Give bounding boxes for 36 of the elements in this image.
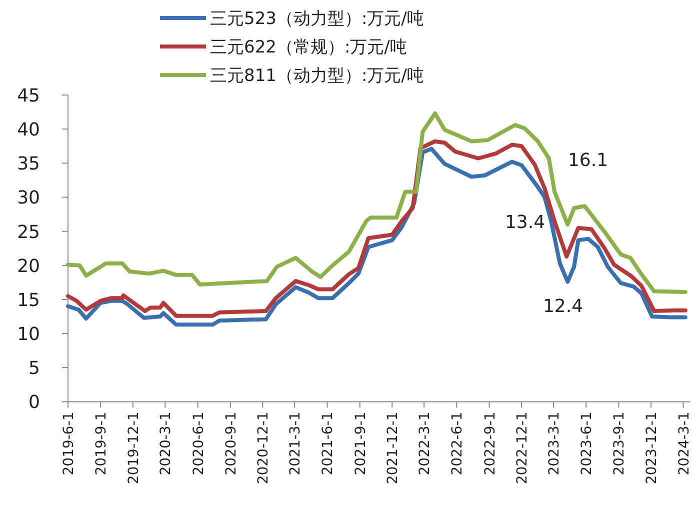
y-tick-label: 25 <box>17 222 40 243</box>
x-tick-label: 2019-9-1 <box>94 412 110 476</box>
annotation: 16.1 <box>568 150 608 171</box>
legend-label: 三元811（动力型）:万元/吨 <box>210 66 424 86</box>
x-tick-label: 2022-6-1 <box>450 412 466 476</box>
x-tick-label: 2019-6-1 <box>61 412 77 476</box>
legend-label: 三元523（动力型）:万元/吨 <box>210 9 424 29</box>
y-tick-label: 20 <box>17 256 40 277</box>
x-tick-label: 2022-12-1 <box>514 412 531 484</box>
x-tick-label: 2021-6-1 <box>320 412 336 476</box>
x-tick-label: 2021-12-1 <box>385 412 402 484</box>
y-tick-label: 15 <box>17 290 40 311</box>
legend-label: 三元622（常规）:万元/吨 <box>210 38 407 58</box>
x-tick-label: 2020-3-1 <box>158 412 174 476</box>
x-tick-label: 2023-6-1 <box>579 412 596 476</box>
annotation: 12.4 <box>542 296 584 317</box>
x-tick-label: 2019-12-1 <box>126 412 142 484</box>
y-tick-label: 0 <box>28 392 40 414</box>
y-tick-label: 5 <box>28 358 40 380</box>
y-tick-label: 30 <box>17 188 40 209</box>
x-tick-label: 2020-6-1 <box>190 412 207 476</box>
x-tick-label: 2020-12-1 <box>256 412 272 484</box>
y-tick-label: 45 <box>17 86 40 106</box>
x-tick-label: 2022-3-1 <box>417 412 434 476</box>
y-tick-label: 10 <box>17 324 40 346</box>
x-tick-label: 2024-3-1 <box>676 412 692 476</box>
x-tick-label: 2020-9-1 <box>223 412 240 476</box>
x-tick-label: 2021-9-1 <box>352 412 369 476</box>
x-tick-label: 2023-9-1 <box>612 412 628 476</box>
annotation: 13.4 <box>504 212 546 233</box>
y-tick-label: 40 <box>17 120 40 141</box>
x-tick-label: 2022-9-1 <box>482 412 498 476</box>
x-tick-label: 2023-12-1 <box>644 412 660 484</box>
x-tick-label: 2021-3-1 <box>288 412 304 476</box>
x-tick-label: 2023-3-1 <box>546 412 562 476</box>
y-tick-label: 35 <box>17 154 40 175</box>
